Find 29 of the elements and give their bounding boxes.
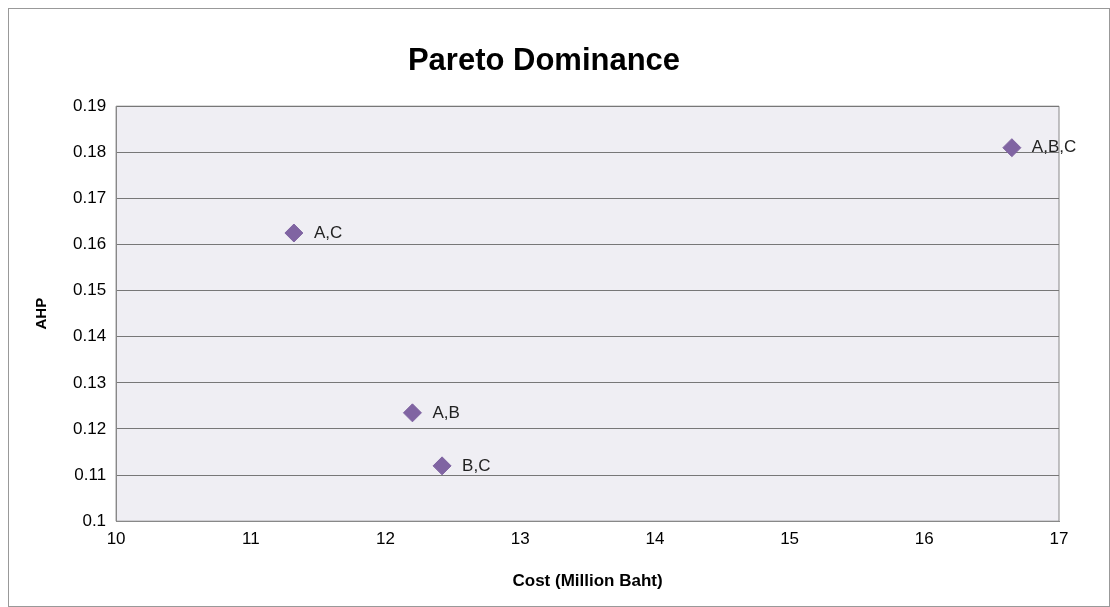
point [284, 223, 304, 243]
point [432, 456, 452, 476]
x-tick-label: 11 [241, 529, 260, 549]
x-tick-label: 14 [645, 529, 665, 549]
annotation: B,C [462, 455, 491, 475]
y-tick-label: 0.12 [72, 418, 107, 438]
x-tick-label: 10 [106, 529, 126, 549]
y-tick-label: 0.13 [72, 372, 107, 392]
annotation: A,B [432, 402, 460, 422]
point [1002, 138, 1022, 158]
x-axis-title: Cost (Million Baht) [512, 571, 663, 591]
y-tick-label: 0.14 [72, 326, 107, 346]
x-tick-label: 16 [914, 529, 934, 549]
y-tick-label: 0.17 [72, 188, 107, 208]
annotation: A,B,C [1031, 137, 1077, 157]
y-tick-label: 0.16 [72, 234, 107, 254]
y-axis-title: AHP [32, 297, 50, 330]
annotation: A,C [313, 222, 343, 242]
chart-title: Pareto Dominance [407, 42, 681, 78]
point [402, 403, 422, 423]
y-tick-label: 0.15 [72, 280, 107, 300]
y-tick-label: 0.19 [72, 95, 107, 115]
x-tick-label: 13 [510, 529, 530, 549]
x-tick-label: 12 [376, 529, 395, 549]
x-tick-label: 15 [780, 529, 800, 549]
x-tick-label: 17 [1049, 529, 1069, 549]
y-tick-label: 0.18 [72, 142, 107, 161]
y-tick-label: 0.1 [82, 510, 107, 530]
y-tick-label: 0.11 [74, 464, 107, 484]
